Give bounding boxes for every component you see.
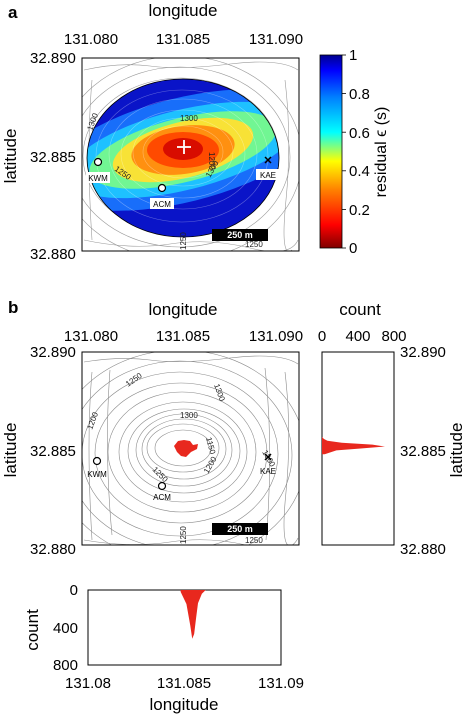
colorbar-tick-04: 0.4 (349, 163, 370, 180)
lon-tick-label-b-3: 131.090 (249, 328, 303, 345)
count-tick-v-400: 400 (53, 620, 78, 637)
right-axis-label-b: latitude (447, 423, 466, 478)
scale-bar-label-b: 250 m (227, 524, 253, 534)
topo-contours-b (82, 352, 299, 545)
residual-heatmap (87, 79, 279, 237)
panel-label-a: a (8, 3, 18, 22)
lon-tick-label-b-2: 131.085 (156, 328, 210, 345)
scale-bar-a (212, 229, 268, 241)
count-tick-h-400: 400 (345, 328, 370, 345)
panel-b: b longitude count 131.080 131.085 131.09… (1, 298, 466, 714)
contour-label-b-10: 1250 (245, 536, 263, 545)
minimum-cross (177, 140, 191, 154)
contour-label-b-1: 1250 (124, 371, 144, 389)
contour-label-b-9: 1250 (179, 526, 188, 544)
lat-tick-label-b-right-2: 32.885 (400, 443, 446, 460)
station-label-box-kwm-a (86, 172, 110, 183)
hist-lon-area (180, 590, 206, 639)
colorbar-tick-08: 0.8 (349, 86, 370, 103)
lat-tick-label-b-3: 32.880 (30, 541, 76, 558)
contour-label-a-1: 1300 (180, 114, 198, 123)
station-label-kae-b: KAE (260, 467, 276, 476)
lon-tick-label-a-1: 131.080 (64, 31, 118, 48)
top-axis-label-a: longitude (148, 1, 217, 20)
station-label-box-kae-a (256, 169, 280, 180)
lat-tick-label-b-1: 32.890 (30, 344, 76, 361)
lon-tick-label-bottom-2: 131.085 (157, 675, 211, 692)
station-marker-acm-a (157, 183, 167, 193)
count-tick-v-800: 800 (53, 657, 78, 674)
contour-label-b-3: 1200 (85, 410, 100, 430)
count-label-top: count (339, 300, 381, 319)
station-label-kae-a: KAE (260, 171, 276, 180)
station-marker-acm-b (157, 481, 167, 491)
lat-tick-label-b-right-1: 32.890 (400, 344, 446, 361)
station-label-kwm-a: KWM (88, 174, 108, 183)
lat-tick-label-a-1: 32.890 (30, 50, 76, 67)
contour-label-b-2: 1300 (212, 383, 227, 403)
contour-label-a-6: 1250 (179, 232, 188, 250)
station-marker-kwm-a (93, 157, 103, 167)
lat-tick-label-a-2: 32.885 (30, 149, 76, 166)
count-tick-h-0: 0 (318, 328, 326, 345)
top-axis-label-b: longitude (148, 300, 217, 319)
map-frame-a (81, 57, 300, 252)
count-tick-h-800: 800 (381, 328, 406, 345)
map-frame-b (81, 351, 300, 546)
lat-tick-label-b-2: 32.885 (30, 443, 76, 460)
lon-tick-label-bottom-1: 131.08 (65, 675, 111, 692)
station-marker-kae-a (264, 156, 272, 164)
station-label-box-acm-a (150, 198, 174, 209)
colorbar-tick-02: 0.2 (349, 202, 370, 219)
lon-tick-label-a-3: 131.090 (249, 31, 303, 48)
lat-tick-label-b-right-3: 32.880 (400, 541, 446, 558)
hist-lon-frame (87, 589, 282, 666)
count-label-left: count (23, 609, 42, 651)
station-label-acm-b: ACM (153, 493, 171, 502)
left-axis-label-a: latitude (1, 129, 20, 184)
source-cluster (174, 440, 198, 457)
station-label-kwm-b: KWM (87, 470, 107, 479)
contour-label-a-7: 1250 (245, 240, 263, 249)
colorbar (319, 54, 343, 249)
lat-tick-label-a-3: 32.880 (30, 246, 76, 263)
station-marker-kwm-b (92, 456, 102, 466)
lon-tick-label-bottom-3: 131.09 (258, 675, 304, 692)
panel-label-b: b (8, 298, 18, 317)
colorbar-label: residual ϵ (s) (373, 107, 390, 198)
hist-lat-area (322, 436, 385, 455)
contour-label-a-4: 1200 (207, 152, 216, 170)
scale-bar-b (212, 523, 268, 535)
bottom-axis-label-b: longitude (149, 695, 218, 714)
contour-label-b-4: 1300 (180, 411, 198, 420)
colorbar-tick-0: 0 (349, 240, 357, 257)
panel-a: a longitude 131.080 131.085 131.090 32.8… (1, 1, 390, 263)
lon-tick-label-b-1: 131.080 (64, 328, 118, 345)
count-tick-v-0: 0 (70, 582, 78, 599)
lon-tick-label-a-2: 131.085 (156, 31, 210, 48)
left-axis-label-b: latitude (1, 423, 20, 478)
colorbar-ticks (342, 54, 346, 249)
station-marker-kae-b (264, 453, 272, 461)
contour-label-b-5: 1150 (204, 436, 217, 455)
heatmap-boundary (86, 78, 280, 238)
scale-bar-label-a: 250 m (227, 230, 253, 240)
station-label-acm-a: ACM (153, 200, 171, 209)
colorbar-tick-1: 1 (349, 47, 357, 64)
colorbar-tick-06: 0.6 (349, 125, 370, 142)
